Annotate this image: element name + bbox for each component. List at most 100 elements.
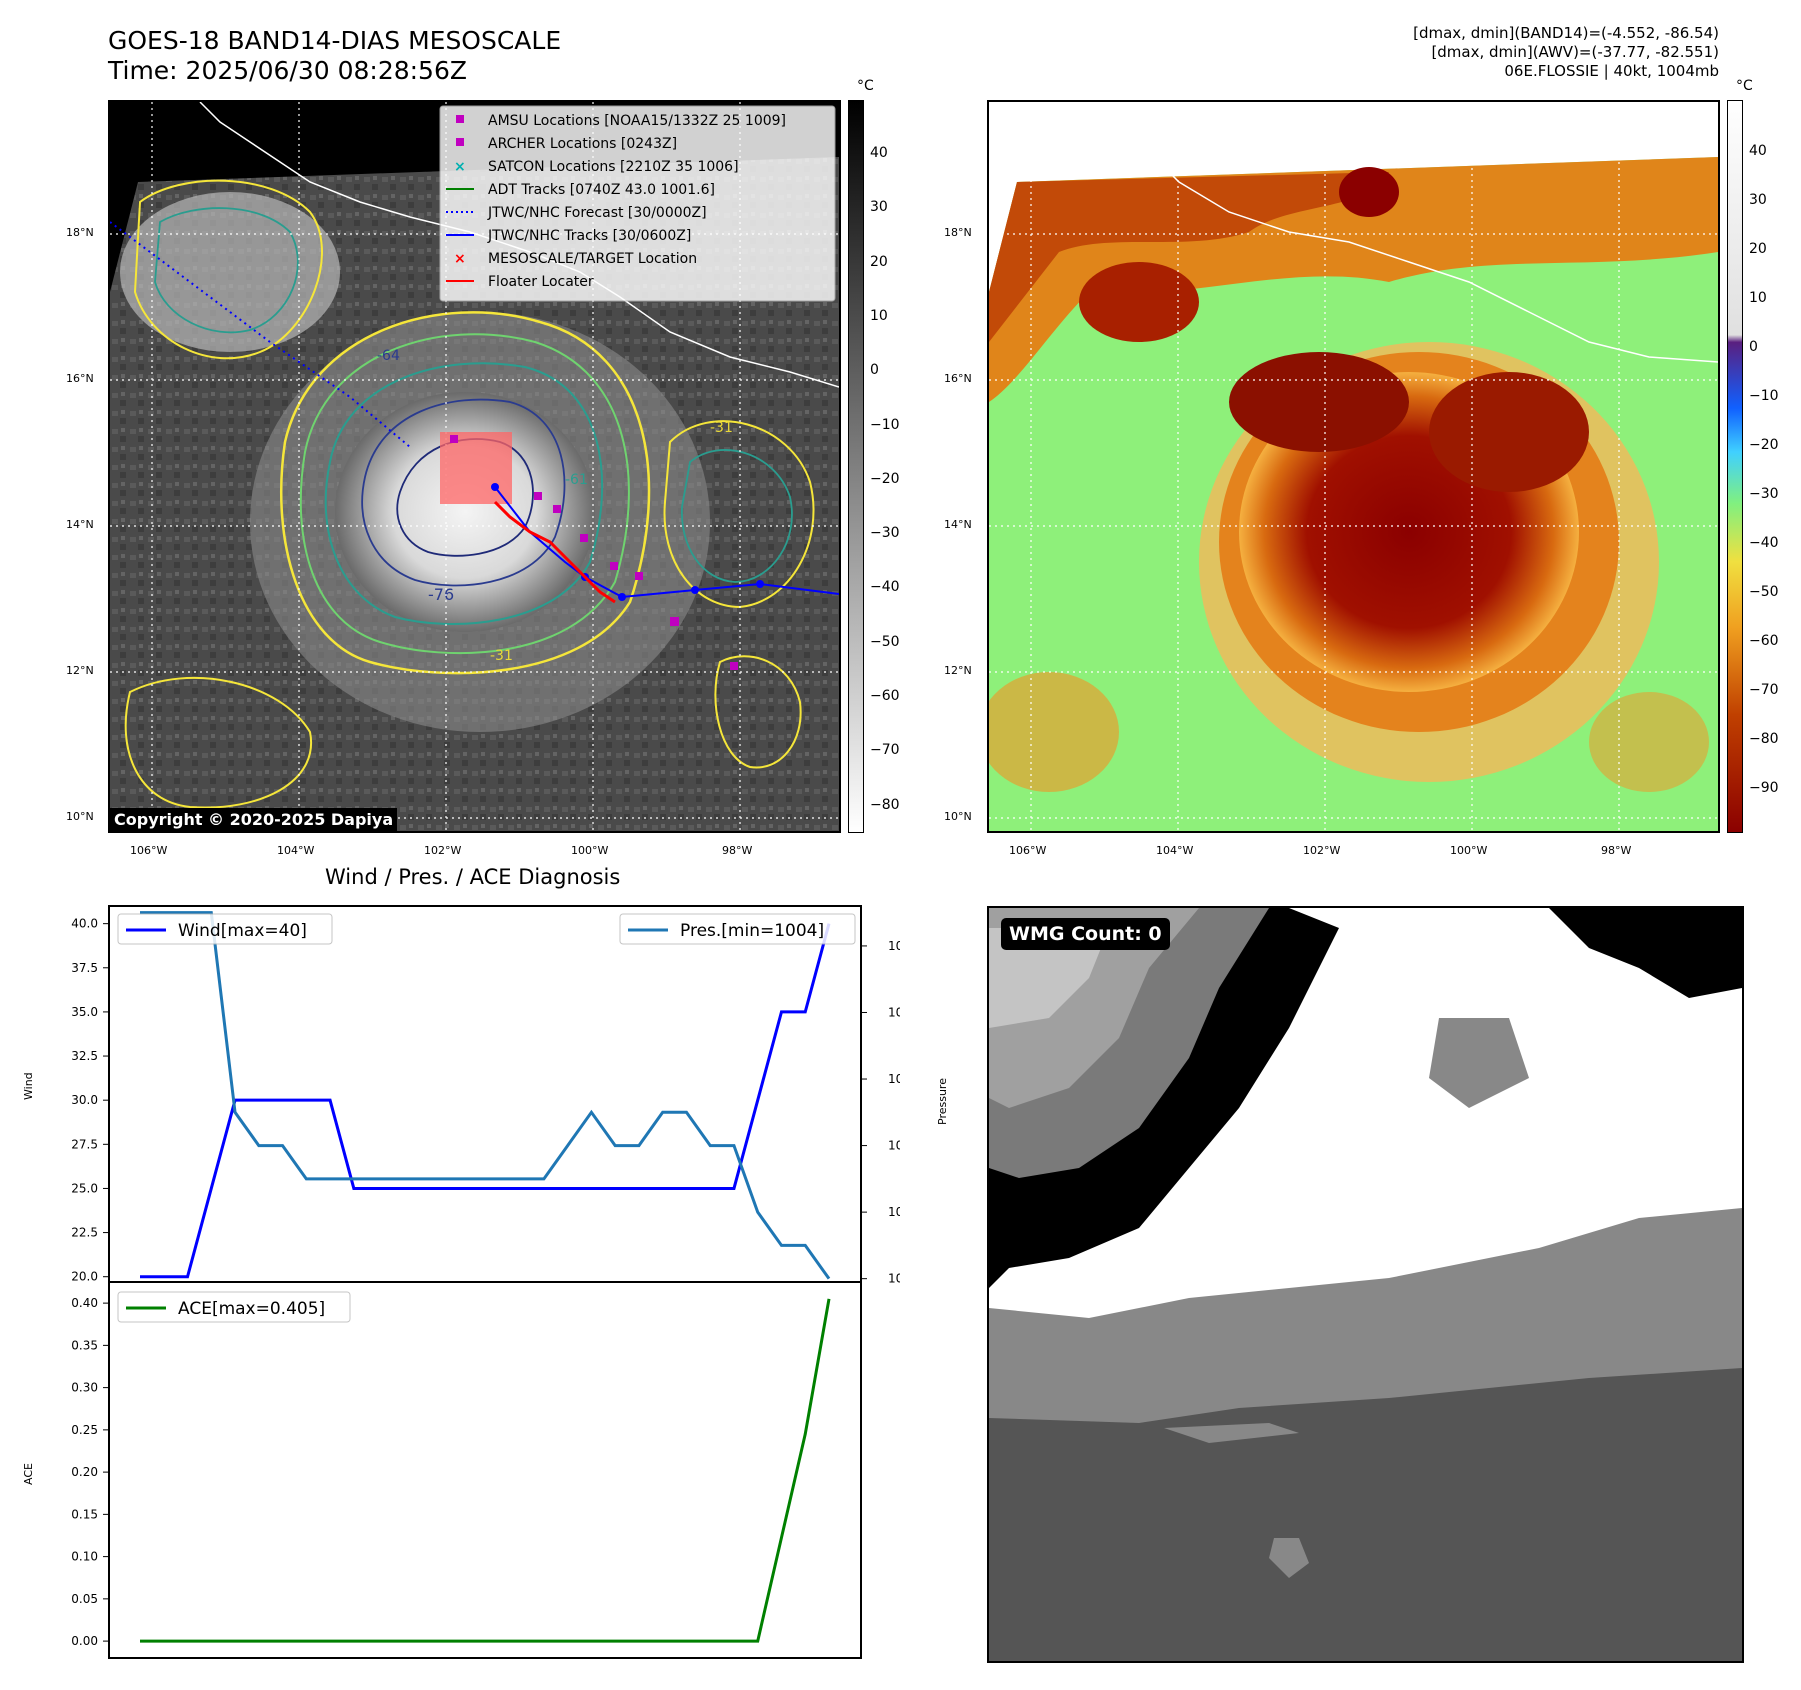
lat-label-16: 16°N — [66, 372, 94, 385]
colorbar-color-tick-0: 40 — [1749, 143, 1767, 159]
lat-label-14: 14°N — [66, 518, 94, 531]
floater-locater-track — [493, 500, 616, 604]
coastline-color — [1158, 161, 1718, 363]
colorbar-color-tick-2: 20 — [1749, 241, 1767, 257]
info-line-3: 06E.FLOSSIE | 40kt, 1004mb — [1504, 62, 1719, 80]
lon-label-100: 100°W — [571, 844, 609, 857]
lat-label-12-color: 12°N — [944, 664, 972, 677]
legend-marker-6: × — [454, 251, 466, 267]
ace-legend: ACE[max=0.405] — [117, 1291, 351, 1323]
copyright-label: Copyright © 2020-2025 Dapiya — [110, 808, 398, 831]
colorbar-gray-tick-2: 20 — [870, 253, 888, 270]
colorbar-color-tick-13: −90 — [1749, 780, 1779, 796]
ace-legend-label: ACE[max=0.405] — [178, 1299, 325, 1319]
ace-tick-label-8: 0.40 — [71, 1296, 98, 1310]
colorbar-color-tick-4: 0 — [1749, 339, 1758, 355]
legend-label-7: Floater Locater — [488, 274, 594, 290]
lon-label-104: 104°W — [277, 844, 315, 857]
legend-label-1: ARCHER Locations [0243Z] — [488, 136, 677, 152]
colorbar-color-tick-12: −80 — [1749, 731, 1779, 747]
lat-label-10: 10°N — [66, 810, 94, 823]
lon-label-106-color: 106°W — [1009, 844, 1047, 857]
ace-y-ticks: 0.00 0.05 0.10 0.15 0.20 0.25 0.30 0.35 0.40 — [71, 1296, 109, 1648]
pressure-tick-label-0: 1004 — [888, 1272, 900, 1286]
color-map-gridlines — [989, 102, 1718, 831]
ace-tick-label-4: 0.20 — [71, 1465, 98, 1479]
colorbar-color-tick-1: 30 — [1749, 192, 1767, 208]
colorbar-color — [1727, 100, 1743, 833]
wind-tick-label-4: 30.0 — [71, 1093, 98, 1107]
legend-label-2: SATCON Locations [2210Z 35 1006] — [488, 159, 739, 175]
lat-label-18-color: 18°N — [944, 226, 972, 239]
map-legend-rows: AMSU Locations [NOAA15/1332Z 25 1009] ARC… — [446, 113, 786, 290]
pressure-axis-label: Pressure — [936, 1078, 949, 1125]
colorbar-color-tick-7: −30 — [1749, 486, 1779, 502]
colorbar-gray-tick-1: 30 — [870, 199, 888, 216]
wind-tick-label-7: 37.5 — [71, 961, 98, 975]
figure-title: GOES-18 BAND14-DIAS MESOSCALE Time: 2025… — [108, 26, 561, 86]
diagnosis-title: Wind / Pres. / ACE Diagnosis — [325, 865, 621, 889]
pressure-legend-label: Pres.[min=1004] — [680, 921, 824, 941]
ace-tick-label-5: 0.25 — [71, 1423, 98, 1437]
wind-tick-label-6: 35.0 — [71, 1005, 98, 1019]
title-line-2: Time: 2025/06/30 08:28:56Z — [108, 56, 467, 85]
ace-axes — [108, 1281, 862, 1659]
lat-label-18: 18°N — [66, 226, 94, 239]
legend-label-3: ADT Tracks [0740Z 43.0 1001.6] — [488, 182, 715, 198]
lat-label-10-color: 10°N — [944, 810, 972, 823]
contour-label-4: -61 — [565, 472, 588, 488]
lon-label-102-color: 102°W — [1303, 844, 1341, 857]
wind-series-line — [140, 923, 831, 1279]
info-line-1: [dmax, dmin](BAND14)=(-4.552, -86.54) — [1413, 24, 1719, 42]
info-line-2: [dmax, dmin](AWV)=(-37.77, -82.551) — [1431, 43, 1719, 61]
wind-axis-label: Wind — [22, 1072, 35, 1100]
colorbar-color-tick-11: −70 — [1749, 682, 1779, 698]
wind-tick-label-0: 20.0 — [71, 1270, 98, 1284]
wind-pressure-axes — [108, 905, 862, 1283]
pressure-tick-label-4: 1012 — [888, 1005, 900, 1019]
lon-label-100-color: 100°W — [1450, 844, 1488, 857]
ace-series-line — [140, 1298, 831, 1643]
wind-tick-label-2: 25.0 — [71, 1181, 98, 1195]
storm-info: [dmax, dmin](BAND14)=(-4.552, -86.54) [d… — [1413, 24, 1719, 81]
lat-label-16-color: 16°N — [944, 372, 972, 385]
lon-label-104-color: 104°W — [1156, 844, 1194, 857]
legend-label-6: MESOSCALE/TARGET Location — [488, 251, 697, 267]
colorbar-gray-tick-10: −60 — [870, 688, 900, 704]
colorbar-color-tick-6: −20 — [1749, 437, 1779, 453]
colorbar-gray-tick-0: 40 — [870, 145, 888, 161]
pressure-legend: Pres.[min=1004] — [619, 913, 856, 945]
colorbar-gray-tick-9: −50 — [870, 633, 900, 650]
wind-y-ticks: 20.0 22.5 25.0 27.5 30.0 32.5 35.0 37.5 40.0 — [71, 917, 109, 1284]
colorbar-color-tick-5: −10 — [1749, 388, 1779, 404]
legend-marker-0 — [456, 115, 464, 123]
colorbar-gray-tick-6: −20 — [870, 470, 900, 487]
colorbar-gray-unit: °C — [857, 78, 874, 94]
lat-label-14-color: 14°N — [944, 518, 972, 531]
wmg-panel: WMG Count: 0 — [987, 906, 1744, 1663]
colorbar-color-unit: °C — [1736, 78, 1753, 94]
wind-legend: Wind[max=40] — [117, 913, 333, 945]
wind-legend-label: Wind[max=40] — [178, 921, 307, 941]
pressure-tick-label-2: 1008 — [888, 1139, 900, 1153]
lon-label-98: 98°W — [722, 844, 753, 857]
forecast-track — [110, 221, 411, 448]
wind-tick-label-3: 27.5 — [71, 1137, 98, 1151]
wind-tick-label-1: 22.5 — [71, 1226, 98, 1240]
wind-tick-label-5: 32.5 — [71, 1049, 98, 1063]
legend-marker-2: × — [454, 159, 466, 175]
diagnosis-data-points — [139, 912, 830, 1642]
colorbar-gray-tick-8: −40 — [870, 579, 900, 596]
colorbar-color-tick-8: −40 — [1749, 535, 1779, 551]
colorbar-color-tick-9: −50 — [1749, 584, 1779, 600]
diagnosis-chart: 20.0 22.5 25.0 27.5 30.0 32.5 35.0 37.5 40.0 100… — [71, 905, 900, 1659]
legend-label-4: JTWC/NHC Forecast [30/0000Z] — [487, 205, 707, 221]
colorbar-gray-tick-5: −10 — [870, 416, 900, 433]
contour-label-1: -64 — [377, 348, 400, 364]
ace-axis-label: ACE — [22, 1463, 35, 1485]
colorbar-gray-tick-7: −30 — [870, 525, 900, 542]
colorbar-gray-tick-11: −70 — [870, 742, 900, 759]
legend-label-0: AMSU Locations [NOAA15/1332Z 25 1009] — [488, 113, 786, 129]
